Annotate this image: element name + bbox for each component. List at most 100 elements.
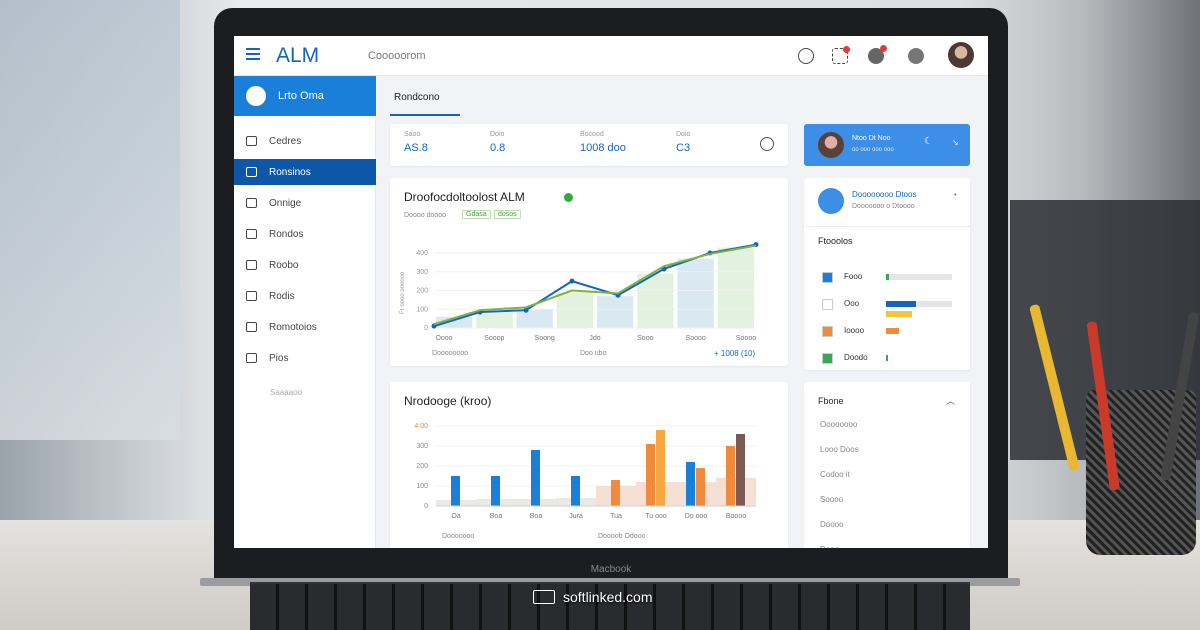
more-icon[interactable]: • bbox=[954, 192, 957, 199]
kpi-value: AS.8 bbox=[404, 142, 428, 154]
logo[interactable]: ALM bbox=[276, 44, 320, 67]
sidebar-header[interactable]: Lrto Oma bbox=[234, 76, 376, 116]
document-icon bbox=[246, 260, 257, 270]
chart-bar bbox=[717, 247, 754, 328]
avatar bbox=[818, 132, 844, 158]
chart-subtitle: Doooo doooo bbox=[404, 212, 447, 219]
list-item[interactable]: Soooo bbox=[820, 495, 844, 504]
kpi: Bocood 1008 doo bbox=[580, 131, 626, 154]
x-tick-label: Oa bbox=[451, 513, 460, 520]
kpi-value: 1008 doo bbox=[580, 142, 626, 154]
chat-icon[interactable] bbox=[832, 46, 850, 64]
breadcrumb[interactable]: Cooooorom bbox=[368, 50, 426, 62]
kpi-card: Saoo AS.8 Doio 0.8 Bocood 1008 doo Doio C3 bbox=[390, 124, 788, 166]
chart-bar bbox=[637, 273, 674, 328]
sidebar-item-label: Roobo bbox=[269, 259, 299, 271]
bell-icon[interactable] bbox=[868, 45, 887, 64]
avatar[interactable] bbox=[948, 42, 974, 68]
settings-icon bbox=[246, 322, 257, 332]
progress-fill bbox=[886, 328, 900, 334]
list-item[interactable]: Doooo bbox=[820, 520, 844, 529]
tab-underline bbox=[390, 114, 460, 116]
window-background bbox=[0, 0, 180, 440]
kpi: Doio C3 bbox=[676, 131, 690, 154]
tag[interactable]: dosos bbox=[494, 210, 521, 219]
chart-change: + 1008 (10) bbox=[714, 349, 756, 358]
chart-bar bbox=[476, 311, 513, 328]
sidebar-item-cedres[interactable]: Cedres bbox=[234, 128, 376, 154]
line-chart-card: Droofocdoltoolost ALM Doooo doooo Gdasa … bbox=[390, 178, 788, 366]
kpi-value: 0.8 bbox=[490, 142, 506, 154]
sidebar-item-rodis[interactable]: Rodis bbox=[234, 283, 376, 309]
sidebar-item-label: Romotoios bbox=[269, 321, 317, 333]
progress-fill bbox=[886, 355, 888, 361]
y-tick-label: 300 bbox=[416, 269, 428, 276]
settings-icon[interactable] bbox=[908, 48, 924, 64]
watermark-text: softlinked.com bbox=[563, 589, 653, 605]
chevron-up-icon[interactable]: ︿ bbox=[946, 396, 956, 406]
legend-card: Doooooooo Dtoos Dooooooo o Dtoooo • Ftoo… bbox=[804, 178, 970, 370]
user-icon bbox=[246, 86, 266, 106]
x-tick-label: Do ooo bbox=[685, 513, 708, 520]
chart-bar bbox=[531, 450, 540, 506]
chart-bar bbox=[597, 296, 634, 328]
profile-card[interactable]: Ntoo Dt Noo oo ooo ooo ooo ☾ ↘ bbox=[804, 124, 970, 166]
sidebar-item-onnige[interactable]: Onnige bbox=[234, 190, 376, 216]
progress-fill bbox=[886, 301, 916, 307]
search-icon bbox=[246, 198, 257, 208]
chart-footer: Doooob Odooo bbox=[598, 533, 646, 540]
tag[interactable]: Gdasa bbox=[462, 210, 491, 219]
kpi-label: Bocood bbox=[580, 131, 604, 138]
tab-dashboard[interactable]: Rondcono bbox=[394, 92, 440, 103]
sidebar-item-romotoios[interactable]: Romotoios bbox=[234, 314, 376, 340]
x-tick-label: Sooo bbox=[637, 335, 653, 342]
y-tick-label: 0 bbox=[424, 503, 428, 510]
monitor-icon bbox=[533, 590, 555, 604]
sidebar-item-rondos[interactable]: Rondos bbox=[234, 221, 376, 247]
y-axis-label: Fr oooo oooooo bbox=[400, 271, 406, 314]
legend-label: Ooo bbox=[844, 299, 860, 308]
menu-icon[interactable] bbox=[246, 48, 260, 60]
list-item[interactable]: Codoo it bbox=[820, 470, 850, 479]
legend-swatch bbox=[822, 299, 833, 310]
list-item[interactable]: Looo Doos bbox=[820, 445, 859, 454]
x-tick-label: Boa bbox=[530, 513, 543, 520]
chart-bar bbox=[696, 468, 705, 506]
top-bar: ALM Cooooorom bbox=[234, 36, 988, 76]
data-point bbox=[523, 307, 529, 313]
notification-badge bbox=[843, 46, 850, 53]
user-sub: Dooooooo o Dtoooo bbox=[852, 203, 915, 210]
chart-bar bbox=[677, 258, 714, 328]
sidebar-item-pios[interactable]: Pios bbox=[234, 345, 376, 371]
list-item[interactable]: Dooo bbox=[820, 545, 839, 548]
chart-bar bbox=[646, 444, 655, 506]
chart-bar bbox=[726, 446, 735, 506]
sidebar-item-ronsinos[interactable]: Ronsinos bbox=[234, 159, 376, 185]
sidebar-item-label: Rondos bbox=[269, 228, 304, 240]
sidebar-item-label: Onnige bbox=[269, 197, 302, 209]
chart-bar bbox=[451, 476, 460, 506]
moon-icon[interactable]: ☾ bbox=[924, 136, 933, 147]
sidebar-footer: Saaaaoo bbox=[270, 388, 303, 397]
legend-swatch bbox=[822, 353, 833, 364]
chevron-down-icon[interactable] bbox=[760, 137, 774, 151]
arrow-icon[interactable]: ↘ bbox=[952, 138, 959, 147]
keyboard bbox=[250, 582, 970, 630]
list-item[interactable]: Oooooooo bbox=[820, 420, 858, 429]
progress-fill bbox=[886, 311, 912, 317]
chart-bar bbox=[491, 476, 500, 506]
list-card: Fbone ︿ Oooooooo Looo Doos Codoo it Soooo Do… bbox=[804, 382, 970, 548]
x-tick-label: Oooo bbox=[435, 335, 452, 342]
search-icon[interactable] bbox=[798, 48, 814, 64]
kpi-label: Saoo bbox=[404, 131, 421, 138]
sidebar-item-roobo[interactable]: Roobo bbox=[234, 252, 376, 278]
status-dot-icon bbox=[564, 193, 573, 202]
sidebar-item-label: Ronsinos bbox=[269, 166, 311, 178]
series-line bbox=[433, 244, 757, 326]
data-point bbox=[569, 278, 575, 284]
bar-chart-card: Nrodooge (kroo) 0 100 200 300 4 00 Oa Boa Boa Ju… bbox=[390, 382, 788, 548]
sidebar-item-label: Rodis bbox=[269, 290, 295, 302]
calendar-icon bbox=[246, 167, 257, 177]
legend-label: Fooo bbox=[844, 272, 863, 281]
tag-icon bbox=[246, 291, 257, 301]
